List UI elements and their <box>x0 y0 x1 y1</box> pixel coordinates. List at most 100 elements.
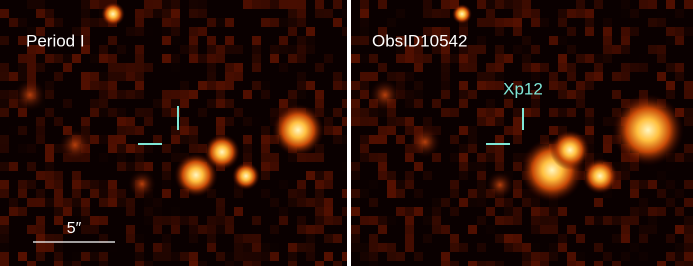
pixel <box>108 180 117 189</box>
pixel <box>405 207 414 216</box>
pixel <box>63 207 72 216</box>
pixel <box>360 27 369 36</box>
pixel <box>666 36 675 45</box>
pixel <box>144 198 153 207</box>
pixel <box>261 153 270 162</box>
pixel <box>558 81 567 90</box>
pixel <box>342 99 351 108</box>
pixel <box>540 225 549 234</box>
pixel <box>486 81 495 90</box>
pixel <box>495 162 504 171</box>
pixel <box>360 117 369 126</box>
pixel <box>639 234 648 243</box>
pixel <box>216 261 225 266</box>
pixel <box>36 216 45 225</box>
pixel <box>108 63 117 72</box>
pixel <box>18 207 27 216</box>
pixel <box>405 90 414 99</box>
pixel <box>540 207 549 216</box>
pixel <box>117 108 126 117</box>
pixel <box>198 9 207 18</box>
pixel <box>0 189 9 198</box>
pixel <box>333 234 342 243</box>
pixel <box>216 18 225 27</box>
pixel <box>54 72 63 81</box>
pixel <box>252 36 261 45</box>
pixel <box>243 153 252 162</box>
pixel <box>585 216 594 225</box>
pixel <box>576 99 585 108</box>
pixel <box>306 243 315 252</box>
pixel <box>423 117 432 126</box>
pixel <box>144 216 153 225</box>
pixel <box>216 81 225 90</box>
pixel <box>297 18 306 27</box>
pixel <box>369 216 378 225</box>
pixel <box>189 90 198 99</box>
pixel <box>126 27 135 36</box>
pixel <box>45 54 54 63</box>
pixel <box>477 108 486 117</box>
pixel <box>216 207 225 216</box>
pixel <box>36 0 45 9</box>
pixel <box>81 225 90 234</box>
pixel <box>180 216 189 225</box>
pixel <box>225 18 234 27</box>
pixel <box>576 90 585 99</box>
pixel <box>513 27 522 36</box>
pixel <box>162 252 171 261</box>
pixel <box>351 117 360 126</box>
pixel <box>639 252 648 261</box>
pixel <box>477 261 486 266</box>
pixel <box>666 252 675 261</box>
pixel <box>171 0 180 9</box>
pixel <box>99 135 108 144</box>
pixel <box>234 189 243 198</box>
pixel <box>549 243 558 252</box>
pixel <box>252 45 261 54</box>
pixel <box>297 72 306 81</box>
pixel <box>414 54 423 63</box>
pixel <box>108 243 117 252</box>
pixel <box>108 36 117 45</box>
pixel <box>270 198 279 207</box>
pixel <box>594 198 603 207</box>
pixel <box>108 81 117 90</box>
pixel <box>612 261 621 266</box>
pixel <box>117 153 126 162</box>
pixel <box>513 117 522 126</box>
pixel <box>567 27 576 36</box>
pixel <box>477 243 486 252</box>
pixel <box>9 207 18 216</box>
pixel <box>198 225 207 234</box>
pixel <box>117 72 126 81</box>
pixel <box>135 153 144 162</box>
pixel <box>0 252 9 261</box>
pixel <box>27 180 36 189</box>
pixel <box>369 0 378 9</box>
pixel <box>450 108 459 117</box>
pixel <box>684 108 693 117</box>
pixel <box>414 189 423 198</box>
pixel <box>207 234 216 243</box>
pixel <box>378 225 387 234</box>
pixel <box>126 72 135 81</box>
pixel <box>171 63 180 72</box>
pixel <box>621 216 630 225</box>
pixel <box>252 0 261 9</box>
pixel <box>360 189 369 198</box>
pixel <box>99 180 108 189</box>
pixel <box>612 216 621 225</box>
pixel <box>387 18 396 27</box>
pixel <box>504 99 513 108</box>
pixel <box>144 9 153 18</box>
pixel <box>486 72 495 81</box>
pixel <box>540 216 549 225</box>
pixel <box>27 144 36 153</box>
pixel <box>513 153 522 162</box>
pixel <box>144 0 153 9</box>
pixel <box>324 9 333 18</box>
pixel <box>351 108 360 117</box>
pixel <box>216 126 225 135</box>
pixel <box>324 234 333 243</box>
